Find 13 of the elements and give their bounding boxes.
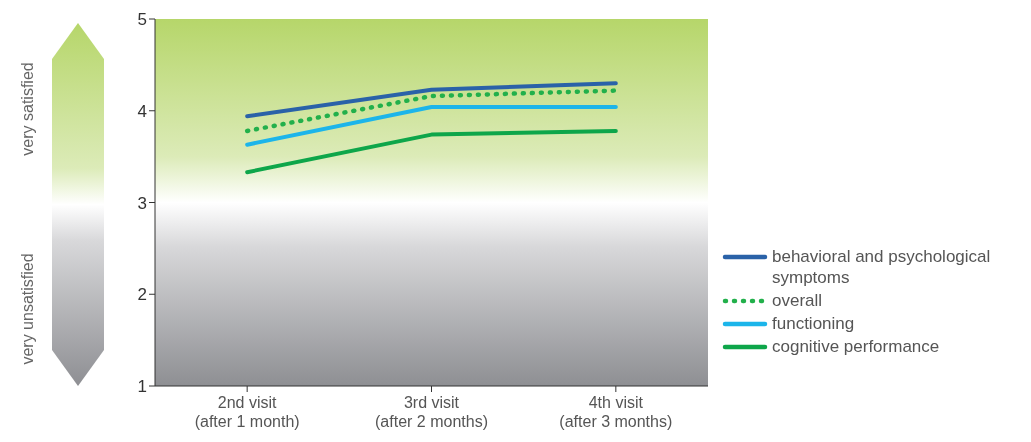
legend-label: overall xyxy=(772,290,823,311)
y-tick-label: 1 xyxy=(137,377,147,397)
y-tick-label: 3 xyxy=(137,193,147,213)
x-tick-label: 4th visit (after 3 months) xyxy=(559,394,673,430)
y-tick-label: 4 xyxy=(137,101,147,121)
x-tick-label: 3rd visit (after 2 months) xyxy=(375,394,488,430)
x-tick-label: 2nd visit (after 1 month) xyxy=(194,394,300,430)
text: very satisfied xyxy=(19,62,37,156)
y-tick-label: 2 xyxy=(137,285,147,305)
legend-label: cognitive performance xyxy=(772,336,940,357)
legend-label: functioning xyxy=(772,313,855,334)
text: very unsatisfied xyxy=(19,253,37,365)
y-tick-label: 5 xyxy=(137,10,147,30)
